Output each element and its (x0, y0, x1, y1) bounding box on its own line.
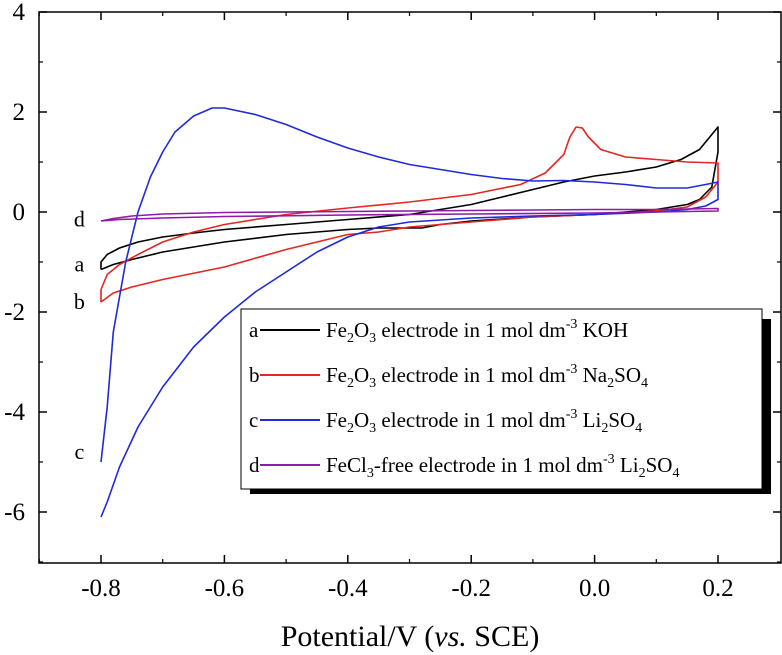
x-tick-label: -0.6 (205, 575, 245, 602)
legend-text-part: -3 (566, 407, 578, 422)
legend-text-part: 4 (672, 466, 679, 481)
y-tick-label: 2 (13, 99, 26, 126)
legend-text-part: 3 (369, 331, 376, 346)
y-tick-label: -2 (4, 299, 25, 326)
legend-text-part: 4 (635, 421, 642, 436)
axis-tick-labels: -0.8 -0.6 -0.4 -0.2 0.0 0.2 4 2 0 -2 -4 -6 (4, 0, 733, 602)
y-tick-label: -6 (4, 499, 25, 526)
legend-label-b: Fe2O3 electrode in 1 mol dm-3 Na2SO4 (326, 362, 648, 391)
x-tick-label: 0.2 (702, 575, 733, 602)
legend-text-part: 3 (367, 466, 374, 481)
legend-text-part: 2 (601, 421, 608, 436)
legend-text-part: 2 (347, 376, 354, 391)
legend-text-part: electrode in 1 mol dm (376, 363, 566, 387)
legend-text-part: O (354, 318, 369, 342)
legend-text-part: O (354, 408, 369, 432)
legend-text-part: SO (646, 453, 673, 477)
curve-letter-b: b (74, 289, 85, 314)
curve-letter-d: d (74, 207, 85, 232)
series-curve-b (100, 126, 719, 303)
legend-text-part: Li (577, 408, 601, 432)
legend-letter-d: d (249, 453, 260, 477)
legend-text-part: 2 (607, 376, 614, 391)
legend-text-part: Li (615, 453, 639, 477)
legend-text-part: Fe (326, 318, 347, 342)
legend-text-part: 2 (639, 466, 646, 481)
legend-text-part: -3 (603, 452, 615, 467)
axis-ticks (38, 11, 781, 563)
legend-text-part: FeCl (326, 453, 367, 477)
curve-letter-labels: dab c (74, 207, 85, 465)
legend-text-part: Na (577, 363, 607, 387)
legend-text-part: SO (608, 408, 635, 432)
y-tick-label: -4 (4, 399, 25, 426)
legend-label-c: Fe2O3 electrode in 1 mol dm-3 Li2SO4 (326, 407, 642, 436)
legend-text-part: 3 (369, 376, 376, 391)
legend-label-a: Fe2O3 electrode in 1 mol dm-3 KOH (326, 317, 628, 346)
legend-text-part: -3 (566, 362, 578, 377)
x-tick-label: -0.8 (81, 575, 121, 602)
series-curve-c (100, 107, 719, 518)
legend-text-part: electrode in 1 mol dm (376, 318, 566, 342)
legend-text-part: Fe (326, 363, 347, 387)
y-tick-label: 0 (13, 199, 26, 226)
legend-text-part: -free electrode in 1 mol dm (374, 453, 603, 477)
legend-letter-c: c (249, 408, 258, 432)
x-tick-label: -0.4 (328, 575, 368, 602)
legend-text-part: SO (614, 363, 641, 387)
legend-text-part: Fe (326, 408, 347, 432)
curve-letter-a: a (75, 252, 85, 277)
legend-text-part: 2 (347, 331, 354, 346)
legend-text-part: -3 (566, 317, 578, 332)
legend-text-part: electrode in 1 mol dm (376, 408, 566, 432)
x-tick-label: 0.0 (579, 575, 610, 602)
legend-box (240, 308, 763, 490)
y-tick-label: 4 (13, 0, 26, 26)
legend-text-part: 4 (641, 376, 648, 391)
curve-letter-c: c (75, 439, 85, 464)
legend-letter-a: a (249, 318, 259, 342)
series-curve-d (100, 207, 719, 222)
legend-text-part: KOH (577, 318, 628, 342)
legend-text-part: 3 (369, 421, 376, 436)
x-axis-title: Potential/V (vs. SCE) (281, 620, 540, 653)
x-tick-label: -0.2 (451, 575, 491, 602)
legend-text-part: 2 (347, 421, 354, 436)
legend-text-part: O (354, 363, 369, 387)
data-curves (100, 107, 719, 518)
legend-letter-b: b (249, 363, 260, 387)
legend-label-d: FeCl3-free electrode in 1 mol dm-3 Li2SO… (326, 452, 679, 481)
series-curve-a (100, 126, 719, 271)
